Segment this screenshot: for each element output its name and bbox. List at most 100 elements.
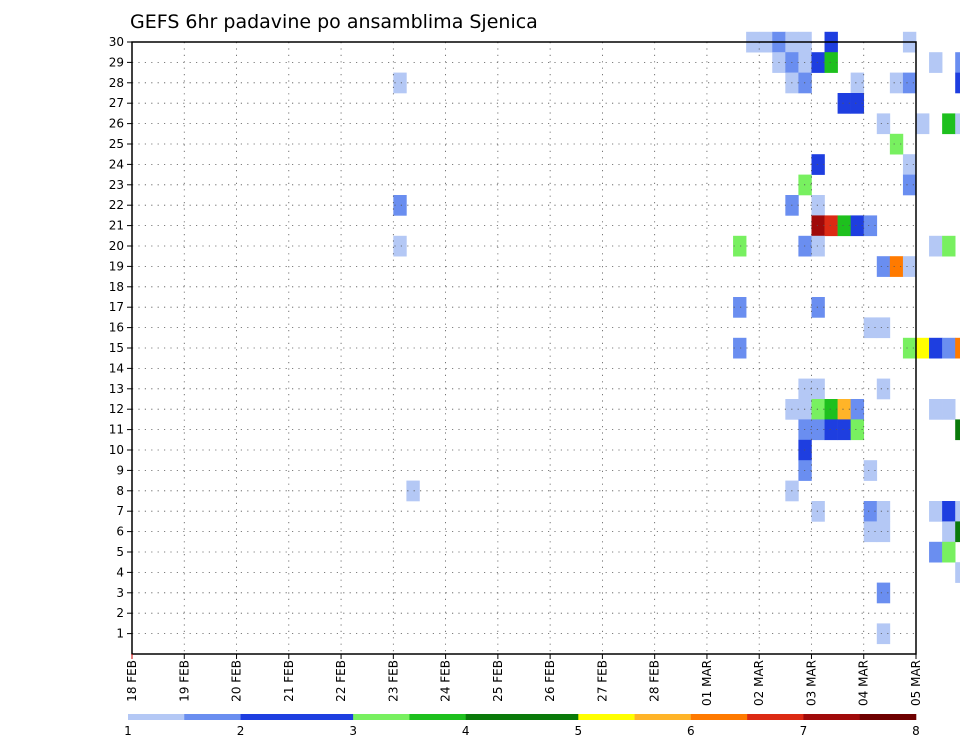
colorbar-tick-label: 4 [462,724,470,738]
colorbar-swatch [409,714,467,720]
x-tick-label: 26 FEB [543,660,557,702]
y-tick-label: 5 [116,545,124,559]
y-tick-label: 14 [109,361,124,375]
precip-cell [889,72,904,94]
colorbar-swatch [690,714,748,720]
precip-cell [850,215,865,237]
precip-cell [942,521,956,543]
x-tick-label: 01 MAR [700,660,714,706]
x-tick-label: 20 FEB [230,660,244,702]
precip-cell [955,521,960,543]
y-tick-label: 13 [109,382,124,396]
precip-cell [942,235,956,257]
precip-cell [876,113,891,135]
precip-cell [902,337,917,359]
colorbar: 1234567810121520 [124,714,920,738]
colorbar-swatch [465,714,523,720]
precip-cell [863,317,878,339]
y-tick-label: 2 [116,606,124,620]
precip-cell [824,399,838,420]
precip-cell [824,215,838,237]
precip-cell [942,541,956,563]
y-tick-label: 10 [109,443,124,457]
precip-cell [837,419,851,441]
precip-cell [837,399,851,420]
precip-cell [733,337,747,359]
colorbar-swatch [128,714,185,720]
colorbar-tick-label: 2 [237,724,245,738]
precip-cell [876,501,891,522]
precip-cell [876,378,891,400]
precip-cell [876,623,891,645]
colorbar-swatch [578,714,635,720]
y-tick-label: 26 [109,117,124,131]
precip-cell [811,195,825,216]
y-tick-label: 16 [109,321,124,335]
precip-cell [850,93,865,114]
precip-cell [955,501,960,522]
precip-cell [916,113,930,135]
colorbar-swatch [353,714,410,720]
precip-cell [955,419,960,441]
precip-cell [942,501,956,522]
precip-cell [876,256,891,277]
colorbar-tick-label: 8 [912,724,920,738]
colorbar-swatch [747,714,804,720]
precip-cell [393,235,407,257]
colorbar-tick-label: 5 [574,724,582,738]
precip-cell [955,562,960,583]
y-tick-label: 3 [116,586,124,600]
precip-cell [733,235,747,257]
y-tick-label: 12 [109,402,124,416]
y-axis: 1234567891011121314151617181920212223242… [109,35,132,641]
colorbar-swatch [184,714,241,720]
precip-cell [811,399,825,420]
y-tick-label: 28 [109,76,124,90]
precip-cell [942,113,956,135]
colorbar-swatch [859,714,917,720]
precip-cell [955,72,960,94]
precip-cell [929,501,943,522]
x-tick-label: 03 MAR [804,660,818,706]
colorbar-swatch [296,714,354,720]
x-tick-label: 02 MAR [752,660,766,706]
precip-cell [929,235,943,257]
precip-cell [837,93,851,114]
x-tick-label: 19 FEB [177,660,191,702]
precip-cell [942,399,956,420]
precip-cell [406,480,420,502]
y-tick-label: 7 [116,504,124,518]
y-tick-label: 1 [116,627,124,641]
y-tick-label: 19 [109,259,124,273]
grid-layer [132,41,916,654]
precip-cell [733,297,747,318]
precip-cell [850,399,865,420]
precip-cell [824,52,838,73]
y-tick-label: 18 [109,280,124,294]
y-tick-label: 9 [116,463,124,477]
precip-cell [824,419,838,441]
precip-cell [850,419,865,441]
cells-layer [393,31,960,645]
colorbar-tick-label: 6 [687,724,695,738]
x-tick-label: 28 FEB [648,660,662,702]
precip-cell [942,337,956,359]
y-tick-label: 29 [109,55,124,69]
precip-cell [955,337,960,359]
x-tick-label: 21 FEB [282,660,296,702]
y-tick-label: 8 [116,484,124,498]
y-tick-label: 24 [109,157,124,171]
y-tick-label: 11 [109,423,124,437]
x-tick-label: 23 FEB [386,660,400,702]
y-tick-label: 21 [109,219,124,233]
precip-cell [929,52,943,73]
precip-cell [811,235,825,257]
precip-cell [811,378,825,400]
precip-cell [902,256,917,277]
colorbar-tick-label: 1 [124,724,132,738]
precip-cell [902,72,917,94]
chart-title: GEFS 6hr padavine po ansamblima Sjenica [130,11,538,33]
precip-cell [863,460,878,481]
colorbar-swatch [634,714,692,720]
precip-cell [811,154,825,175]
